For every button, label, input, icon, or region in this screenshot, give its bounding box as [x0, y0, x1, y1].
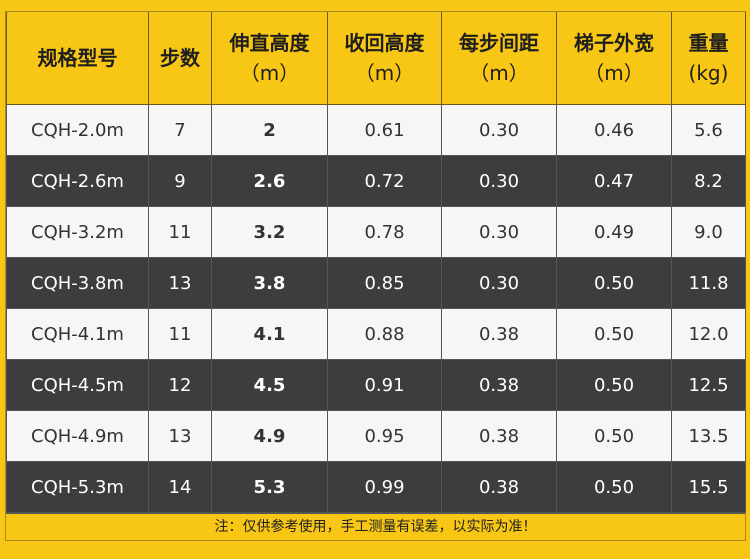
- table-cell: 0.85: [327, 257, 442, 309]
- table-cell: 9: [148, 155, 212, 207]
- table-row: CQH-4.9m 13 4.9 0.95 0.38 0.50 13.5: [6, 410, 746, 462]
- table-cell: 13: [148, 410, 212, 462]
- table-cell: 4.9: [211, 410, 328, 462]
- footnote: 注：仅供参考使用，手工测量有误差，以实际为准！: [6, 513, 745, 540]
- table-cell: 12.5: [671, 359, 746, 411]
- table-cell: 13: [148, 257, 212, 309]
- table-cell: 0.38: [441, 410, 557, 462]
- table-cell: CQH-4.1m: [6, 308, 149, 360]
- header-unit: （m）: [469, 61, 529, 85]
- table-cell: 4.5: [211, 359, 328, 411]
- table-cell: 0.47: [556, 155, 672, 207]
- table-cell: 0.72: [327, 155, 442, 207]
- table-cell: 3.8: [211, 257, 328, 309]
- table-cell: 0.30: [441, 257, 557, 309]
- table-cell: 15.5: [671, 461, 746, 513]
- table-cell: 3.2: [211, 206, 328, 258]
- table-cell: 2.6: [211, 155, 328, 207]
- table-cell: CQH-4.9m: [6, 410, 149, 462]
- spec-table-container: 规格型号 步数 伸直高度 （m） 收回高度 （m） 每步间距 （m） 梯子外宽 （m） 重量 (kg)…: [5, 11, 746, 541]
- table-cell: CQH-2.0m: [6, 104, 149, 156]
- table-cell: CQH-4.5m: [6, 359, 149, 411]
- table-cell: 0.30: [441, 104, 557, 156]
- table-cell: 0.50: [556, 410, 672, 462]
- header-unit: （m）: [354, 61, 415, 85]
- column-header: 伸直高度 （m）: [211, 12, 328, 105]
- table-cell: 7: [148, 104, 212, 156]
- header-label: 伸直高度: [229, 31, 310, 55]
- table-row: CQH-2.6m 9 2.6 0.72 0.30 0.47 8.2: [6, 155, 746, 207]
- table-cell: 0.38: [441, 461, 557, 513]
- header-label: 收回高度: [344, 31, 425, 55]
- header-unit: （m）: [584, 61, 644, 85]
- table-cell: 4.1: [211, 308, 328, 360]
- table-cell: 0.50: [556, 359, 672, 411]
- table-cell: 0.61: [327, 104, 442, 156]
- table-cell: 14: [148, 461, 212, 513]
- table-row: CQH-5.3m 14 5.3 0.99 0.38 0.50 15.5: [6, 461, 746, 513]
- table-cell: 13.5: [671, 410, 746, 462]
- table-cell: 5.3: [211, 461, 328, 513]
- spec-table: 规格型号 步数 伸直高度 （m） 收回高度 （m） 每步间距 （m） 梯子外宽 （m） 重量 (kg)…: [6, 12, 746, 513]
- table-row: CQH-2.0m 7 2 0.61 0.30 0.46 5.6: [6, 104, 746, 156]
- table-row: CQH-4.5m 12 4.5 0.91 0.38 0.50 12.5: [6, 359, 746, 411]
- table-cell: 0.38: [441, 308, 557, 360]
- table-cell: 5.6: [671, 104, 746, 156]
- table-cell: 0.46: [556, 104, 672, 156]
- table-cell: 0.78: [327, 206, 442, 258]
- column-header: 梯子外宽 （m）: [556, 12, 672, 105]
- table-cell: 11: [148, 308, 212, 360]
- header-label: 规格型号: [37, 46, 118, 70]
- table-cell: CQH-2.6m: [6, 155, 149, 207]
- table-cell: 11: [148, 206, 212, 258]
- table-cell: CQH-5.3m: [6, 461, 149, 513]
- table-cell: 0.50: [556, 257, 672, 309]
- table-cell: 0.95: [327, 410, 442, 462]
- header-row: 规格型号 步数 伸直高度 （m） 收回高度 （m） 每步间距 （m） 梯子外宽 （m） 重量 (kg): [6, 12, 746, 105]
- table-row: CQH-3.2m 11 3.2 0.78 0.30 0.49 9.0: [6, 206, 746, 258]
- table-cell: 0.49: [556, 206, 672, 258]
- table-cell: 0.38: [441, 359, 557, 411]
- header-label: 每步间距: [459, 31, 539, 55]
- table-cell: 2: [211, 104, 328, 156]
- table-cell: 8.2: [671, 155, 746, 207]
- table-cell: 0.50: [556, 461, 672, 513]
- table-cell: 0.30: [441, 155, 557, 207]
- column-header: 规格型号: [6, 12, 149, 105]
- column-header: 每步间距 （m）: [441, 12, 557, 105]
- table-cell: 0.88: [327, 308, 442, 360]
- table-cell: 0.30: [441, 206, 557, 258]
- table-cell: 0.50: [556, 308, 672, 360]
- table-cell: 12: [148, 359, 212, 411]
- table-cell: 0.91: [327, 359, 442, 411]
- column-header: 重量 (kg): [671, 12, 746, 105]
- table-row: CQH-3.8m 13 3.8 0.85 0.30 0.50 11.8: [6, 257, 746, 309]
- table-cell: 9.0: [671, 206, 746, 258]
- column-header: 收回高度 （m）: [327, 12, 442, 105]
- header-label: 步数: [160, 46, 200, 70]
- header-unit: (kg): [688, 61, 729, 85]
- table-cell: 0.99: [327, 461, 442, 513]
- table-cell: CQH-3.8m: [6, 257, 149, 309]
- header-unit: （m）: [239, 61, 300, 85]
- header-label: 重量: [688, 31, 729, 55]
- table-cell: 12.0: [671, 308, 746, 360]
- table-cell: CQH-3.2m: [6, 206, 149, 258]
- table-row: CQH-4.1m 11 4.1 0.88 0.38 0.50 12.0: [6, 308, 746, 360]
- header-label: 梯子外宽: [574, 31, 654, 55]
- table-cell: 11.8: [671, 257, 746, 309]
- column-header: 步数: [148, 12, 212, 105]
